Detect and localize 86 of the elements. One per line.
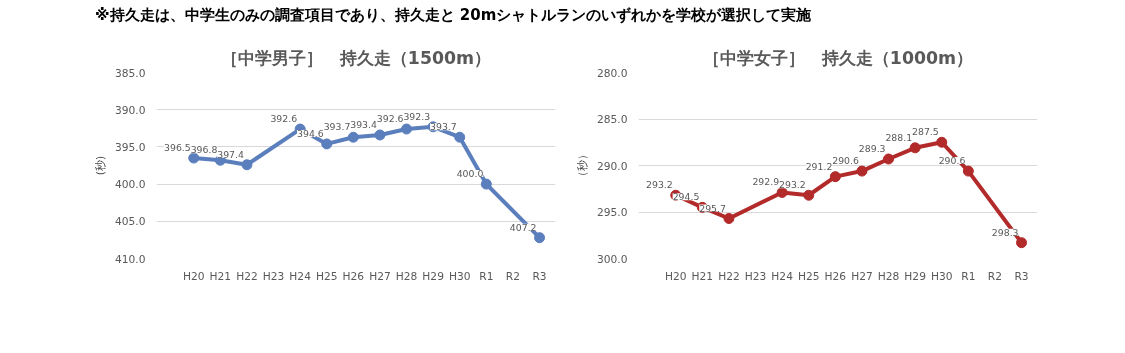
x-tick-label: H25 (315, 269, 338, 283)
y-axis-title: (秒) (93, 155, 107, 176)
data-label: 292.9 (752, 176, 780, 188)
data-label: 295.7 (699, 202, 727, 214)
point (1016, 237, 1028, 249)
data-label: 298.3 (991, 226, 1019, 238)
y-tick-label: 285.0 (596, 113, 628, 126)
point (188, 152, 200, 164)
x-tick-label: H28 (395, 269, 418, 283)
data-label: 392.6 (270, 113, 298, 125)
data-label: 291.2 (805, 160, 833, 172)
data-label: 293.2 (646, 179, 673, 191)
x-tick-label: H24 (289, 269, 312, 283)
y-tick-label: 400.0 (114, 178, 146, 192)
point (241, 159, 253, 171)
y-tick-label: 405.0 (114, 215, 146, 229)
point (723, 213, 735, 224)
chart-title: ［中学女子］ 持久走（1000m） (702, 47, 974, 68)
data-label: 400.0 (456, 168, 484, 180)
x-tick-label: H27 (369, 269, 391, 283)
data-label: 393.7 (430, 121, 457, 133)
point (803, 189, 815, 201)
y-tick-label: 390.0 (114, 103, 146, 117)
data-label: 294.5 (672, 191, 700, 203)
data-label: 407.2 (509, 221, 537, 233)
data-label: 392.3 (403, 110, 431, 122)
data-label: 289.3 (858, 142, 886, 154)
x-tick-label: H28 (877, 269, 900, 283)
x-tick-label: H29 (422, 269, 445, 283)
point (480, 178, 492, 190)
x-tick-label: H27 (851, 269, 873, 283)
x-tick-label: H26 (342, 269, 365, 283)
x-tick-label: H26 (824, 269, 847, 283)
x-tick-label: H20 (664, 269, 687, 283)
data-label: 392.6 (376, 113, 404, 125)
y-tick-label: 290.0 (596, 159, 628, 173)
data-label: 293.2 (779, 179, 806, 191)
point (883, 153, 895, 165)
text: ※持久走は、中学生のみの調査項目であり、持久走と 20mシャトルランのいずれかを学校が選択して実施 (95, 5, 812, 26)
point (534, 232, 546, 244)
point (962, 165, 974, 177)
x-tick-label: R2 (987, 269, 1003, 283)
data-label: 290.6 (832, 155, 860, 167)
point (829, 171, 841, 183)
y-tick-label: 300.0 (596, 252, 628, 266)
y-axis-title: （秒） (575, 149, 589, 182)
chart-title: ［中学男子］ 持久走（1500m） (220, 47, 492, 68)
x-tick-label: R3 (1014, 269, 1029, 283)
x-tick-label: H20 (182, 269, 205, 283)
x-tick-label: R3 (532, 269, 547, 283)
point (401, 123, 413, 135)
x-tick-label: H25 (797, 269, 820, 283)
point (856, 165, 868, 177)
point (347, 131, 359, 143)
x-tick-label: H30 (448, 269, 471, 283)
data-label: 287.5 (912, 126, 939, 138)
y-tick-label: 410.0 (114, 252, 146, 266)
data-label: 397.4 (217, 148, 245, 160)
y-tick-label: 280.0 (596, 66, 628, 80)
x-tick-label: H29 (904, 269, 927, 283)
x-tick-label: H23 (744, 269, 767, 283)
x-tick-label: H22 (718, 269, 740, 283)
point (936, 136, 948, 148)
x-tick-label: H21 (691, 269, 714, 283)
data-label: 393.4 (350, 119, 378, 130)
x-tick-label: H21 (209, 269, 232, 283)
data-label: 290.6 (938, 155, 966, 167)
x-tick-label: R2 (505, 269, 521, 283)
point (374, 129, 386, 141)
data-label: 393.7 (323, 121, 351, 133)
x-tick-label: R1 (479, 269, 494, 283)
x-tick-label: H22 (236, 269, 258, 283)
point (454, 131, 466, 143)
data-label: 288.1 (885, 131, 913, 143)
y-tick-label: 385.0 (114, 66, 146, 80)
data-label: 394.6 (297, 127, 324, 139)
x-tick-label: H24 (771, 269, 794, 283)
x-tick-label: H23 (262, 269, 285, 283)
y-tick-label: 395.0 (114, 140, 146, 154)
point (321, 138, 333, 150)
x-tick-label: R1 (961, 269, 976, 283)
point (909, 142, 921, 154)
data-label: 396.8 (190, 144, 218, 156)
x-tick-label: H30 (930, 269, 953, 283)
data-label: 396.5 (164, 142, 191, 154)
y-tick-label: 295.0 (596, 206, 628, 219)
